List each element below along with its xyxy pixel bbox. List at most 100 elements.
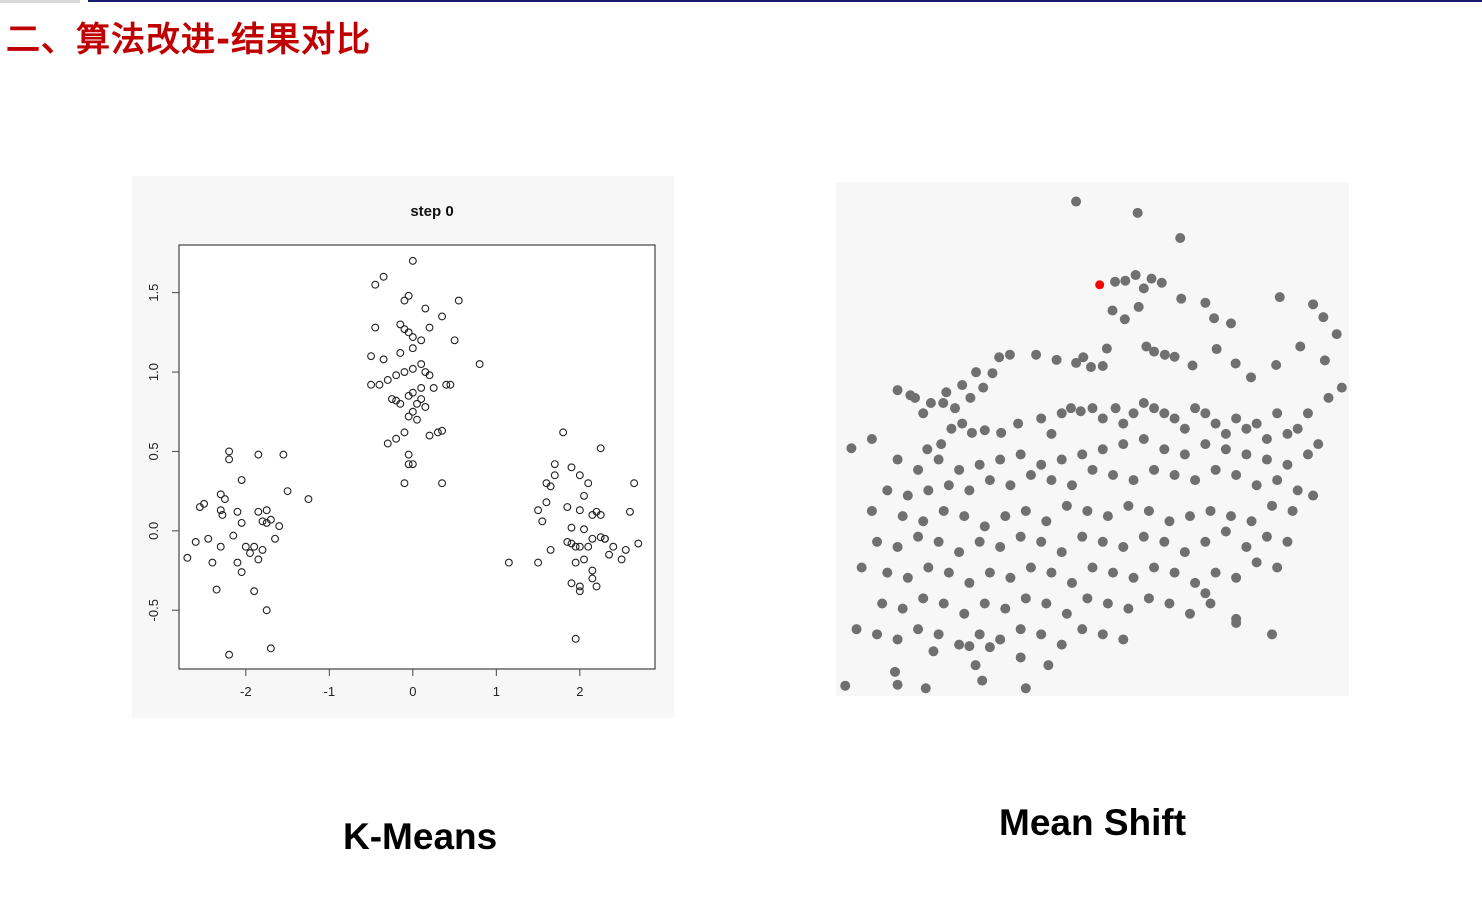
meanshift-data-point bbox=[933, 536, 944, 547]
meanshift-data-point bbox=[938, 598, 949, 609]
meanshift-data-point bbox=[938, 398, 949, 409]
kmeans-data-point bbox=[246, 549, 254, 558]
meanshift-data-point bbox=[966, 427, 977, 438]
meanshift-data-point bbox=[1128, 572, 1139, 583]
kmeans-data-point bbox=[379, 272, 388, 281]
meanshift-data-point bbox=[1102, 511, 1113, 522]
meanshift-data-point bbox=[964, 577, 975, 588]
meanshift-background bbox=[836, 182, 1349, 696]
kmeans-data-point bbox=[571, 542, 580, 551]
kmeans-data-point bbox=[580, 555, 588, 564]
meanshift-data-point bbox=[1211, 344, 1222, 355]
kmeans-data-point bbox=[258, 545, 267, 554]
kmeans-data-point bbox=[216, 490, 225, 499]
kmeans-data-point bbox=[220, 495, 229, 504]
meanshift-data-point bbox=[1123, 500, 1134, 511]
kmeans-data-point bbox=[571, 634, 580, 643]
meanshift-data-point bbox=[1200, 297, 1211, 308]
meanshift-data-point bbox=[995, 454, 1006, 465]
meanshift-data-point bbox=[1251, 418, 1262, 429]
meanshift-data-point bbox=[1159, 444, 1170, 455]
kmeans-data-point bbox=[592, 582, 601, 591]
kmeans-data-point bbox=[216, 542, 225, 551]
meanshift-data-point bbox=[1000, 511, 1011, 522]
kmeans-data-point bbox=[580, 525, 588, 534]
meanshift-data-point bbox=[1230, 358, 1241, 369]
meanshift-data-point bbox=[1110, 276, 1121, 287]
kmeans-data-point bbox=[404, 412, 413, 421]
kmeans-data-point bbox=[271, 534, 279, 543]
kmeans-data-point bbox=[254, 507, 263, 516]
meanshift-data-point bbox=[1082, 505, 1093, 516]
kmeans-data-point bbox=[408, 407, 417, 416]
meanshift-data-point bbox=[1087, 403, 1098, 414]
meanshift-data-point bbox=[984, 642, 995, 653]
meanshift-data-point bbox=[1133, 301, 1144, 312]
meanshift-data-point bbox=[1175, 233, 1186, 244]
meanshift-data-point bbox=[866, 434, 877, 444]
meanshift-data-point bbox=[1041, 598, 1052, 609]
meanshift-data-point bbox=[918, 593, 929, 604]
meanshift-data-point bbox=[851, 624, 862, 635]
meanshift-data-point bbox=[846, 443, 857, 454]
meanshift-data-point bbox=[1075, 406, 1086, 417]
meanshift-data-point bbox=[1138, 398, 1149, 409]
meanshift-data-point bbox=[1184, 608, 1195, 619]
meanshift-data-point bbox=[987, 368, 998, 379]
kmeans-data-point bbox=[400, 428, 409, 437]
meanshift-data-point bbox=[872, 536, 883, 547]
meanshift-data-point bbox=[1020, 505, 1031, 516]
kmeans-data-point bbox=[588, 534, 597, 543]
meanshift-data-point bbox=[1097, 413, 1108, 424]
meanshift-data-point bbox=[1108, 469, 1119, 480]
meanshift-data-point bbox=[1077, 531, 1088, 542]
meanshift-data-point bbox=[1302, 449, 1313, 460]
meanshift-data-point bbox=[1056, 639, 1067, 650]
meanshift-data-point bbox=[1169, 351, 1180, 362]
meanshift-data-point bbox=[1226, 511, 1237, 522]
meanshift-data-point bbox=[902, 572, 913, 583]
meanshift-data-point bbox=[1282, 459, 1293, 470]
meanshift-data-point bbox=[971, 367, 982, 378]
kmeans-data-point bbox=[216, 506, 225, 515]
kmeans-data-point bbox=[421, 403, 430, 411]
top-tab-bar bbox=[0, 0, 80, 3]
meanshift-data-point bbox=[936, 439, 947, 450]
kmeans-data-point bbox=[379, 355, 388, 364]
meanshift-data-point bbox=[872, 629, 883, 640]
meanshift-data-point bbox=[1146, 273, 1157, 284]
meanshift-data-point bbox=[1210, 418, 1221, 429]
meanshift-data-point bbox=[923, 485, 934, 496]
kmeans-data-point bbox=[266, 644, 275, 653]
meanshift-data-point bbox=[1130, 270, 1141, 281]
kmeans-chart-title: step 0 bbox=[410, 203, 453, 220]
meanshift-data-point bbox=[1274, 292, 1285, 303]
kmeans-data-point bbox=[408, 388, 417, 397]
kmeans-data-point bbox=[575, 506, 584, 515]
meanshift-data-point bbox=[1101, 343, 1112, 354]
meanshift-data-point bbox=[1231, 469, 1242, 480]
kmeans-data-point bbox=[258, 517, 267, 526]
meanshift-data-point bbox=[1159, 536, 1170, 547]
meanshift-data-point bbox=[1200, 408, 1211, 419]
meanshift-data-point bbox=[978, 382, 989, 393]
kmeans-data-point bbox=[625, 507, 634, 516]
kmeans-data-point bbox=[367, 352, 376, 361]
kmeans-data-point bbox=[563, 538, 572, 546]
meanshift-data-point bbox=[925, 398, 936, 409]
kmeans-data-point bbox=[254, 450, 263, 459]
kmeans-data-point bbox=[396, 349, 405, 357]
kmeans-data-point bbox=[538, 517, 547, 526]
kmeans-data-point bbox=[225, 447, 234, 456]
slide-title: 二、算法改进-结果对比 bbox=[6, 20, 372, 60]
kmeans-data-point bbox=[417, 360, 426, 369]
kmeans-x-tick-label: -2 bbox=[240, 684, 252, 699]
meanshift-data-point bbox=[954, 547, 965, 558]
meanshift-data-point bbox=[1272, 562, 1283, 573]
kmeans-data-point bbox=[204, 534, 213, 543]
meanshift-data-point bbox=[1046, 567, 1057, 578]
meanshift-data-point bbox=[1287, 505, 1298, 516]
kmeans-data-point bbox=[254, 555, 263, 564]
kmeans-data-point bbox=[233, 558, 242, 567]
meanshift-data-point bbox=[1292, 485, 1303, 496]
